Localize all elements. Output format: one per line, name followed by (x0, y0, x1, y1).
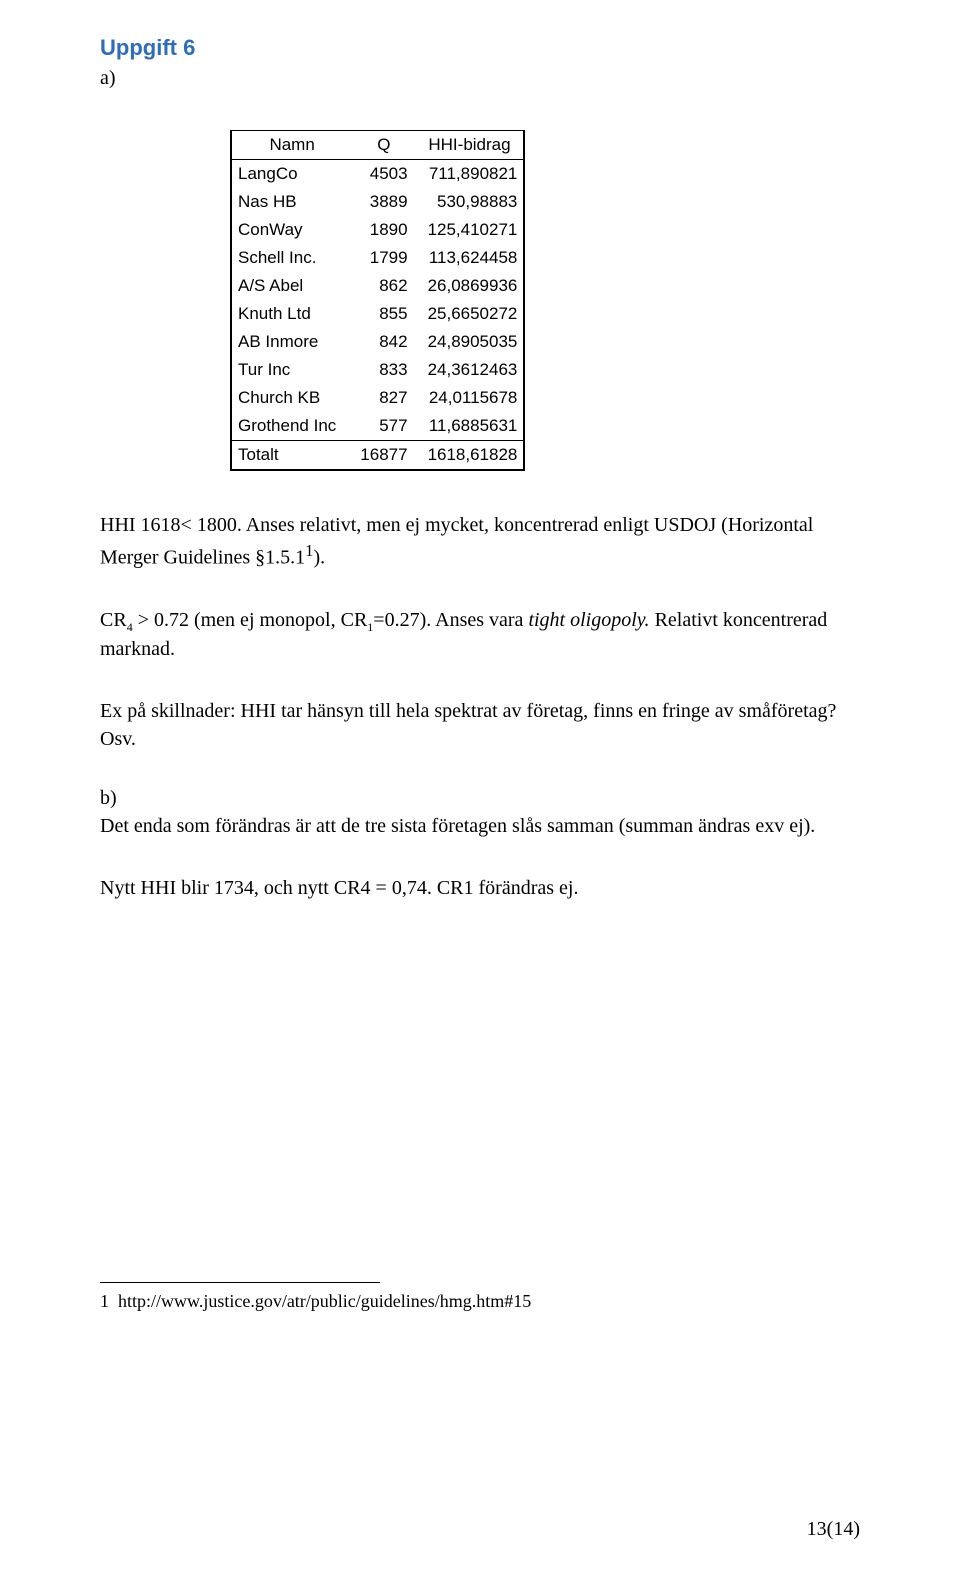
page-number: 13(14) (807, 1518, 860, 1541)
part-b-label: b) (100, 787, 860, 810)
text: =0.27). Anses vara (373, 609, 528, 631)
table-row: ConWay1890125,410271 (231, 216, 524, 244)
table-row: Knuth Ltd85525,6650272 (231, 300, 524, 328)
table-header-row: Namn Q HHI-bidrag (231, 131, 524, 160)
table-row: LangCo4503711,890821 (231, 160, 524, 189)
table-row: A/S Abel86226,0869936 (231, 272, 524, 300)
paragraph-diff: Ex på skillnader: HHI tar hänsyn till he… (100, 697, 860, 753)
part-a-label: a) (100, 67, 860, 90)
paragraph-b2: Nytt HHI blir 1734, och nytt CR4 = 0,74.… (100, 874, 860, 902)
text: CR (100, 609, 127, 631)
table-row: Schell Inc.1799113,624458 (231, 244, 524, 272)
footnote: 1 http://www.justice.gov/atr/public/guid… (100, 1283, 860, 1312)
footnote-number: 1 (100, 1291, 109, 1311)
table-body: LangCo4503711,890821 Nas HB3889530,98883… (231, 160, 524, 471)
col-header-name: Namn (231, 131, 352, 160)
text: HHI 1618< 1800. Anses relativt, men ej m… (100, 514, 813, 569)
paragraph-b1: Det enda som förändras är att de tre sis… (100, 812, 860, 840)
paragraph-hhi: HHI 1618< 1800. Anses relativt, men ej m… (100, 511, 860, 572)
table-container: Namn Q HHI-bidrag LangCo4503711,890821 N… (230, 130, 860, 471)
text: > 0.72 (men ej monopol, CR (133, 609, 368, 631)
table-row: Church KB82724,0115678 (231, 384, 524, 412)
paragraph-cr: CR4 > 0.72 (men ej monopol, CR1=0.27). A… (100, 606, 860, 664)
text: ). (313, 547, 325, 569)
table-row: Grothend Inc57711,6885631 (231, 412, 524, 441)
table-row: Tur Inc83324,3612463 (231, 356, 524, 384)
col-header-hhi: HHI-bidrag (416, 131, 525, 160)
page: Uppgift 6 a) Namn Q HHI-bidrag LangCo450… (0, 0, 960, 1571)
footnote-text: http://www.justice.gov/atr/public/guidel… (118, 1291, 531, 1311)
table-row: AB Inmore84224,8905035 (231, 328, 524, 356)
table-row: Nas HB3889530,98883 (231, 188, 524, 216)
section-heading: Uppgift 6 (100, 35, 860, 61)
hhi-table: Namn Q HHI-bidrag LangCo4503711,890821 N… (230, 130, 525, 471)
col-header-q: Q (352, 131, 415, 160)
table-total-row: Totalt168771618,61828 (231, 441, 524, 471)
italic-text: tight oligopoly. (528, 609, 649, 631)
